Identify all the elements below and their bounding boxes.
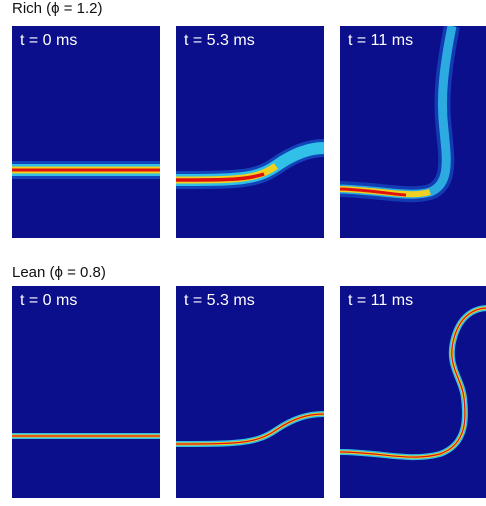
lean-t0-time-label: t = 0 ms [20,292,78,309]
rich-panel-t2: t = 11 ms [340,26,486,238]
rich-row-label: Rich (ϕ = 1.2) [12,0,103,17]
lean-panel-t0: t = 0 ms [12,286,160,498]
lean-panel-t2: t = 11 ms [340,286,486,498]
lean-t2-time-label: t = 11 ms [348,292,414,309]
lean-t1-time-label: t = 5.3 ms [184,292,255,309]
lean-t2-flame-image [340,305,486,461]
lean-row-label: Lean (ϕ = 0.8) [12,264,106,281]
lean-panel-t1: t = 5.3 ms [176,286,324,498]
rich-panel-t0: t = 0 ms [12,26,160,238]
lean-t0-flame-image [12,433,160,439]
rich-t1-time-label: t = 5.3 ms [184,32,255,49]
lean-t1-flame-image [176,411,324,447]
rich-panel-t1: t = 5.3 ms [176,26,324,238]
rich-t2-time-label: t = 11 ms [348,32,414,49]
rich-t1-flame-image [176,139,324,189]
rich-t2-flame-image [340,26,460,203]
rich-t0-flame-image [12,161,160,179]
rich-t0-time-label: t = 0 ms [20,32,78,49]
